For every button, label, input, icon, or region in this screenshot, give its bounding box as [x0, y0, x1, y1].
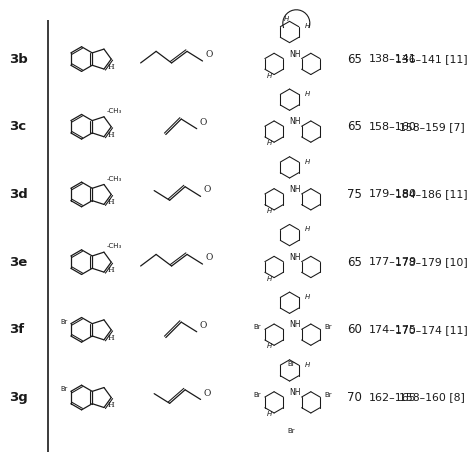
Text: 75: 75: [347, 188, 362, 201]
Text: H: H: [267, 343, 272, 349]
Text: NH: NH: [290, 118, 301, 127]
Text: Br: Br: [61, 386, 68, 392]
Text: 184–186 [11]: 184–186 [11]: [395, 190, 468, 200]
Text: 3f: 3f: [9, 323, 24, 337]
Text: Br: Br: [288, 428, 295, 435]
Text: 179–180: 179–180: [369, 190, 417, 200]
Text: H: H: [267, 275, 272, 282]
Text: 162–165: 162–165: [369, 392, 417, 402]
Text: Br: Br: [253, 392, 261, 398]
Text: -CH₃: -CH₃: [107, 175, 122, 182]
Text: 3c: 3c: [9, 120, 26, 133]
Text: H: H: [267, 73, 272, 79]
Text: H: H: [108, 131, 115, 138]
Text: H: H: [108, 266, 115, 274]
Text: 170–174 [11]: 170–174 [11]: [395, 325, 468, 335]
Text: 70: 70: [347, 391, 362, 404]
Text: O: O: [200, 321, 207, 330]
Text: NH: NH: [290, 388, 301, 397]
Text: NH: NH: [290, 253, 301, 262]
Text: Br: Br: [61, 319, 68, 325]
Text: 136–141 [11]: 136–141 [11]: [395, 54, 468, 64]
Text: O: O: [203, 185, 211, 194]
Text: Br: Br: [324, 324, 332, 330]
Text: Br: Br: [324, 392, 332, 398]
Text: 3e: 3e: [9, 255, 27, 269]
Text: NH: NH: [290, 320, 301, 329]
Text: H: H: [305, 294, 310, 300]
Text: 178–179 [10]: 178–179 [10]: [395, 257, 468, 267]
Text: 174–175: 174–175: [369, 325, 417, 335]
Text: -CH₃: -CH₃: [107, 108, 122, 114]
Text: 3b: 3b: [9, 53, 28, 65]
Text: H: H: [108, 401, 115, 410]
Text: H: H: [305, 159, 310, 164]
Text: Br: Br: [288, 361, 295, 367]
Text: 177–179: 177–179: [369, 257, 417, 267]
Text: NH: NH: [290, 185, 301, 194]
Text: H: H: [267, 208, 272, 214]
Text: Br: Br: [253, 324, 261, 330]
Text: 3d: 3d: [9, 188, 28, 201]
Text: H: H: [108, 63, 115, 71]
Text: 158–159 [7]: 158–159 [7]: [399, 122, 465, 132]
Text: O: O: [205, 253, 213, 262]
Text: 3g: 3g: [9, 391, 28, 404]
Text: 138–141: 138–141: [369, 54, 417, 64]
Text: H: H: [108, 334, 115, 342]
Text: H: H: [267, 140, 272, 146]
Text: H: H: [305, 91, 310, 97]
Text: H: H: [305, 362, 310, 368]
Text: 65: 65: [347, 53, 362, 65]
Text: NH: NH: [290, 50, 301, 59]
Text: O: O: [200, 118, 207, 127]
Text: H: H: [305, 226, 310, 232]
Text: H: H: [267, 411, 272, 417]
Text: O: O: [203, 389, 211, 398]
Text: 65: 65: [347, 255, 362, 269]
Text: 158–160: 158–160: [369, 122, 417, 132]
Text: 65: 65: [347, 120, 362, 133]
Text: -CH₃: -CH₃: [107, 243, 122, 249]
Text: H: H: [108, 198, 115, 206]
Text: H: H: [305, 23, 310, 29]
Text: H: H: [284, 16, 289, 21]
Text: O: O: [205, 50, 213, 59]
Text: 158–160 [8]: 158–160 [8]: [399, 392, 465, 402]
Text: 60: 60: [347, 323, 362, 337]
